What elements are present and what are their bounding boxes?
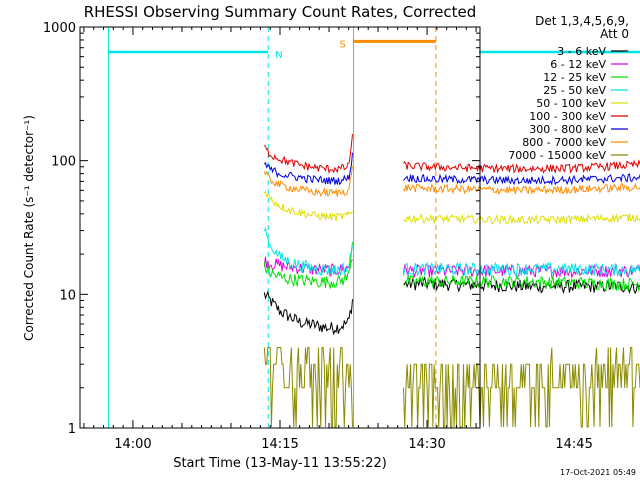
series-line-8-segment-1 (404, 348, 640, 428)
chart-title: RHESSI Observing Summary Count Rates, Co… (84, 3, 477, 21)
footer-timestamp: 17-Oct-2021 05:49 (560, 468, 636, 477)
y-tick-label: 1 (68, 422, 76, 437)
series-line-4-segment-0 (264, 191, 352, 221)
series-lines (264, 134, 640, 427)
legend-entry-label: 7000 - 15000 keV (508, 149, 606, 162)
legend-entry-label: 300 - 800 keV (529, 123, 606, 136)
legend-header-line-2: Att 0 (600, 27, 629, 41)
y-tick-label: 10 (59, 288, 76, 303)
series-line-3-segment-0 (264, 229, 352, 276)
legend-entry-label: 50 - 100 keV (536, 97, 606, 110)
legend-entry-label: 25 - 50 keV (543, 84, 606, 97)
y-tick-label: 100 (51, 155, 76, 170)
series-line-0-segment-0 (264, 292, 352, 334)
y-axis-label: Corrected Count Rate (s⁻¹ detector⁻¹) (22, 115, 36, 341)
x-tick-label: 14:30 (408, 437, 445, 452)
x-tick-label: 14:45 (555, 437, 592, 452)
legend-entry-label: 6 - 12 keV (550, 58, 606, 71)
x-axis-label: Start Time (13-May-11 13:55:22) (173, 456, 387, 471)
x-tick-label: 14:00 (114, 437, 151, 452)
legend-entry-label: 3 - 6 keV (557, 45, 606, 58)
legend-entry-label: 800 - 7000 keV (522, 136, 606, 149)
night-period-marker-label: N (275, 50, 282, 61)
legend-header-line-1: Det 1,3,4,5,6,9, (535, 14, 629, 28)
plot-area-border (80, 27, 480, 428)
series-line-8-segment-0 (264, 348, 352, 428)
plot-frame (80, 27, 480, 428)
y-tick-label: 1000 (43, 21, 76, 36)
x-tick-label: 14:15 (261, 437, 298, 452)
legend-entry-label: 12 - 25 keV (543, 71, 606, 84)
series-line-4-segment-1 (404, 210, 640, 227)
series-line-5-segment-0 (264, 134, 352, 172)
saa-period-marker-label: S (340, 39, 346, 50)
series-line-7-segment-1 (404, 181, 640, 205)
legend-entry-label: 100 - 300 keV (529, 110, 606, 123)
